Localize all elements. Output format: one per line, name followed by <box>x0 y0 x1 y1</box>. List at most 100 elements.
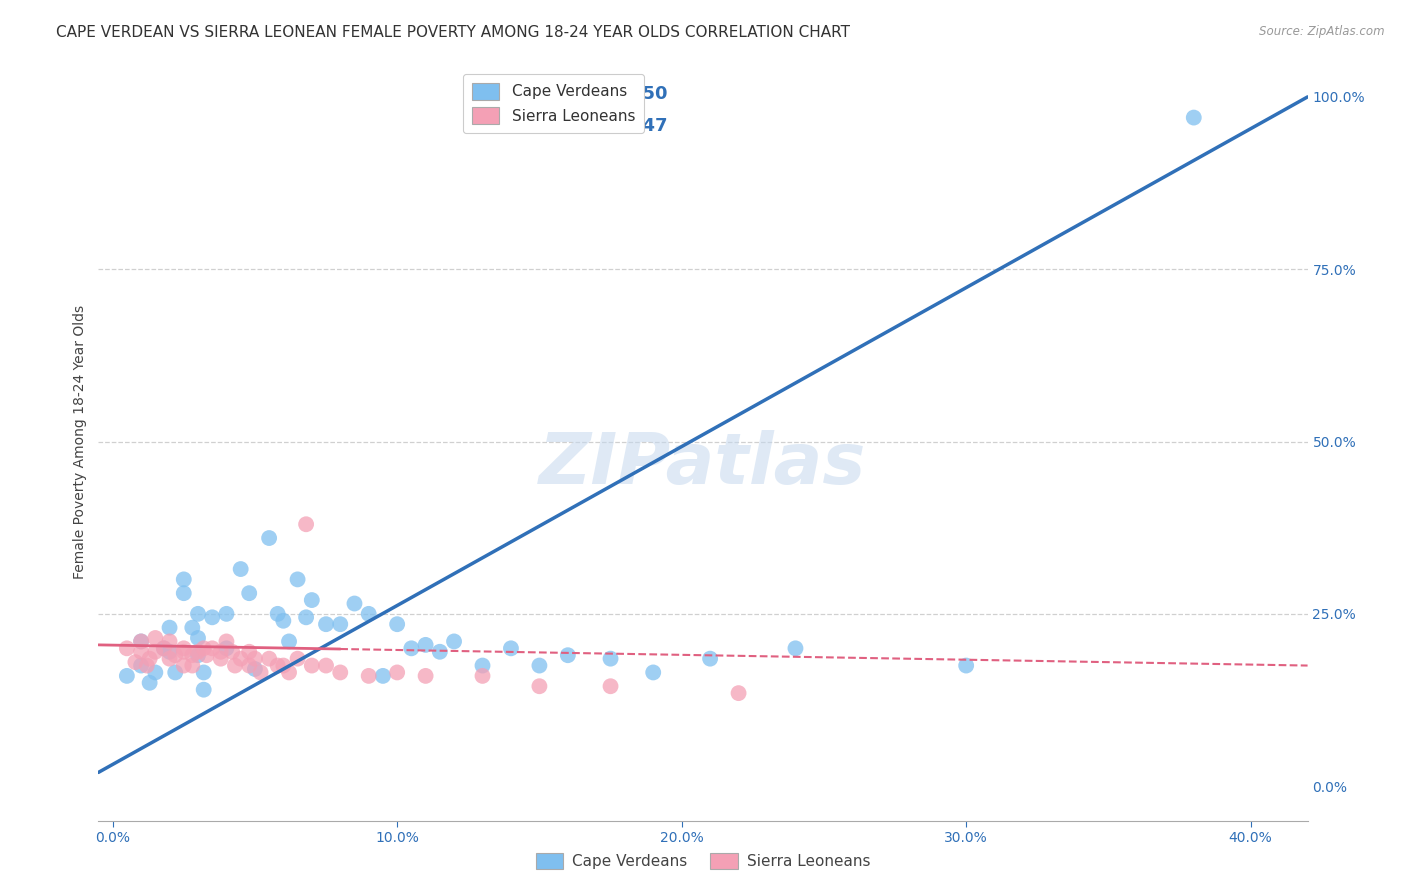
Point <box>273 614 295 628</box>
Point <box>229 562 252 576</box>
Point <box>129 634 152 648</box>
Point <box>295 517 318 532</box>
Point <box>385 617 408 632</box>
Point <box>599 679 621 693</box>
Point <box>201 610 224 624</box>
Point <box>215 641 238 656</box>
Point <box>165 665 187 680</box>
Point <box>301 658 323 673</box>
Point <box>181 658 204 673</box>
Point <box>181 621 204 635</box>
Point <box>699 651 721 665</box>
Point <box>955 658 977 673</box>
Text: N = 47: N = 47 <box>600 117 668 135</box>
Point <box>315 617 337 632</box>
Point <box>173 658 195 673</box>
Point <box>266 658 288 673</box>
Point <box>471 669 494 683</box>
Legend: Cape Verdeans, Sierra Leoneans: Cape Verdeans, Sierra Leoneans <box>530 847 876 875</box>
Point <box>401 641 423 656</box>
Point <box>187 607 209 621</box>
Point <box>187 648 209 663</box>
Point <box>209 645 232 659</box>
Text: N = 50: N = 50 <box>600 85 668 103</box>
Point <box>159 651 181 665</box>
Point <box>129 658 152 673</box>
Point <box>287 651 309 665</box>
Point <box>195 648 218 663</box>
Point <box>215 634 238 648</box>
Point <box>257 651 280 665</box>
Point <box>557 648 579 663</box>
Point <box>224 658 246 673</box>
Point <box>278 665 301 680</box>
Point <box>159 621 181 635</box>
Point <box>343 597 366 611</box>
Point <box>1182 111 1205 125</box>
Point <box>201 641 224 656</box>
Point <box>278 634 301 648</box>
Point <box>143 631 166 645</box>
Point <box>357 607 380 621</box>
Point <box>173 645 195 659</box>
Point <box>249 665 271 680</box>
Point <box>165 648 187 663</box>
Point <box>193 665 215 680</box>
Point <box>266 607 288 621</box>
Point <box>529 679 551 693</box>
Point <box>135 658 157 673</box>
Text: Source: ZipAtlas.com: Source: ZipAtlas.com <box>1260 25 1385 38</box>
Point <box>295 610 318 624</box>
Point <box>153 641 176 656</box>
Point <box>115 669 138 683</box>
Point <box>238 645 260 659</box>
Point <box>471 658 494 673</box>
Point <box>173 641 195 656</box>
Point <box>143 645 166 659</box>
Point <box>785 641 807 656</box>
Point <box>727 686 749 700</box>
Point <box>129 634 152 648</box>
Point <box>238 586 260 600</box>
Legend: Cape Verdeans, Sierra Leoneans: Cape Verdeans, Sierra Leoneans <box>463 74 644 133</box>
Point <box>385 665 408 680</box>
Text: CAPE VERDEAN VS SIERRA LEONEAN FEMALE POVERTY AMONG 18-24 YEAR OLDS CORRELATION : CAPE VERDEAN VS SIERRA LEONEAN FEMALE PO… <box>56 25 851 40</box>
Point <box>415 638 437 652</box>
Point <box>371 669 394 683</box>
Point <box>153 641 176 656</box>
Point <box>181 648 204 663</box>
Point <box>138 651 160 665</box>
Point <box>129 645 152 659</box>
Point <box>221 645 243 659</box>
Point <box>443 634 465 648</box>
Point <box>315 658 337 673</box>
Point <box>124 655 146 669</box>
Point <box>209 651 232 665</box>
Point <box>187 631 209 645</box>
Point <box>143 665 166 680</box>
Point <box>273 658 295 673</box>
Point <box>238 658 260 673</box>
Point <box>115 641 138 656</box>
Text: R = -0.021: R = -0.021 <box>465 117 571 135</box>
Y-axis label: Female Poverty Among 18-24 Year Olds: Female Poverty Among 18-24 Year Olds <box>73 304 87 579</box>
Point <box>159 634 181 648</box>
Point <box>301 593 323 607</box>
Point <box>599 651 621 665</box>
Point <box>329 665 352 680</box>
Text: R =  0.570: R = 0.570 <box>465 85 569 103</box>
Point <box>193 641 215 656</box>
Point <box>159 645 181 659</box>
Point <box>257 531 280 545</box>
Point <box>529 658 551 673</box>
Point <box>138 675 160 690</box>
Point <box>173 573 195 587</box>
Point <box>429 645 451 659</box>
Point <box>287 573 309 587</box>
Point <box>187 645 209 659</box>
Point <box>243 662 266 676</box>
Point <box>173 586 195 600</box>
Text: ZIPatlas: ZIPatlas <box>540 430 866 499</box>
Point <box>229 651 252 665</box>
Point <box>215 607 238 621</box>
